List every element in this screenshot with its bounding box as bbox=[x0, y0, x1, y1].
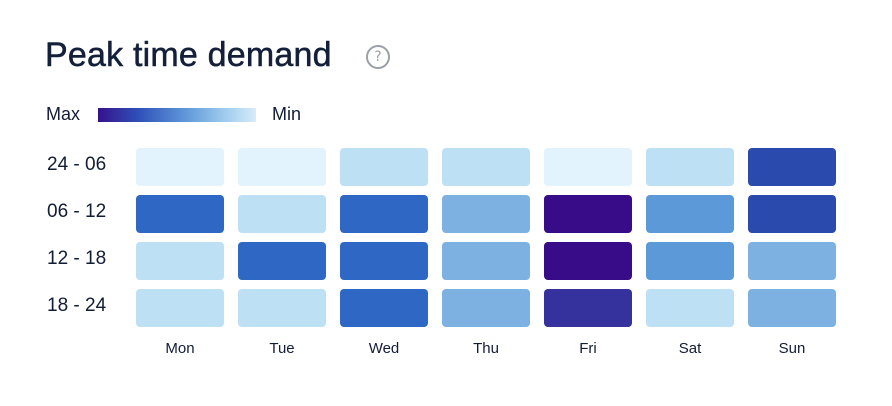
heatmap-cell-24-06-sat bbox=[646, 148, 734, 186]
heatmap-cell-18-24-tue bbox=[238, 289, 326, 327]
question-circle-icon[interactable]: ? bbox=[366, 45, 390, 69]
y-tick-label: 12 - 18 bbox=[47, 248, 107, 269]
heatmap-cell-18-24-sun bbox=[748, 289, 836, 327]
heatmap-cell-12-18-tue bbox=[238, 242, 326, 280]
heatmap-cell-12-18-fri bbox=[544, 242, 632, 280]
y-tick-label: 06 - 12 bbox=[47, 201, 107, 222]
y-tick-label: 24 - 06 bbox=[47, 154, 107, 175]
heatmap-cell-12-18-sat bbox=[646, 242, 734, 280]
heatmap-cell-24-06-fri bbox=[544, 148, 632, 186]
legend-min-label: Min bbox=[272, 104, 302, 124]
y-tick-label: 18 - 24 bbox=[47, 295, 107, 316]
heatmap-cell-18-24-sat bbox=[646, 289, 734, 327]
x-tick-label: Mon bbox=[165, 340, 195, 357]
x-tick-label: Wed bbox=[368, 340, 400, 357]
heatmap-cell-18-24-fri bbox=[544, 289, 632, 327]
heatmap-cell-12-18-wed bbox=[340, 242, 428, 280]
heatmap-cell-24-06-mon bbox=[136, 148, 224, 186]
heatmap-cell-18-24-mon bbox=[136, 289, 224, 327]
page-title: Peak time demand bbox=[45, 36, 332, 75]
legend-max-label: Max bbox=[46, 104, 81, 124]
heatmap-cell-18-24-thu bbox=[442, 289, 530, 327]
heatmap-cell-24-06-wed bbox=[340, 148, 428, 186]
heatmap-cell-06-12-sat bbox=[646, 195, 734, 233]
x-tick-label: Fri bbox=[579, 340, 597, 357]
heatmap-cell-06-12-sun bbox=[748, 195, 836, 233]
x-tick-label: Thu bbox=[473, 340, 499, 357]
heatmap-cell-12-18-mon bbox=[136, 242, 224, 280]
heatmap-cell-06-12-wed bbox=[340, 195, 428, 233]
heatmap-cell-06-12-thu bbox=[442, 195, 530, 233]
heatmap-cell-24-06-sun bbox=[748, 148, 836, 186]
heatmap-cell-18-24-wed bbox=[340, 289, 428, 327]
heatmap-cell-24-06-tue bbox=[238, 148, 326, 186]
heatmap-cell-24-06-thu bbox=[442, 148, 530, 186]
x-tick-label: Tue bbox=[269, 340, 295, 357]
x-tick-label: Sun bbox=[778, 340, 806, 357]
heatmap-cell-06-12-fri bbox=[544, 195, 632, 233]
x-tick-label: Sat bbox=[678, 340, 702, 357]
legend-gradient-bar bbox=[98, 108, 256, 122]
heatmap-cell-12-18-thu bbox=[442, 242, 530, 280]
heatmap-cell-06-12-tue bbox=[238, 195, 326, 233]
heatmap-cell-06-12-mon bbox=[136, 195, 224, 233]
heatmap-cell-12-18-sun bbox=[748, 242, 836, 280]
